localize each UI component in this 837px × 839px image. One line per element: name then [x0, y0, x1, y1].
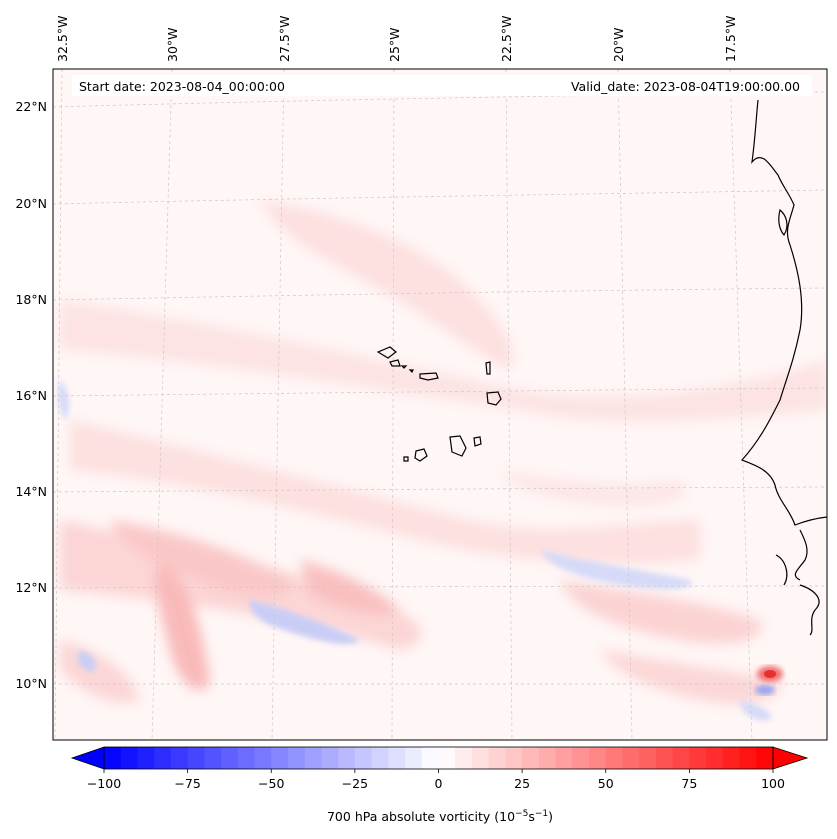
colorbar-step — [639, 747, 657, 769]
lat-label-12n: 12°N — [15, 580, 47, 595]
colorbar-step — [655, 747, 674, 769]
colorbar-step — [271, 747, 289, 769]
colorbar-step — [421, 747, 440, 769]
colorbar-step — [605, 747, 624, 769]
colorbar-step — [722, 747, 741, 769]
map-frame — [52, 68, 828, 741]
colorbar-tick-label: 25 — [514, 776, 530, 791]
colorbar-step — [187, 747, 205, 769]
colorbar-step — [438, 747, 456, 769]
lon-label-20w: 20°W — [611, 27, 626, 62]
colorbar-title: 700 hPa absolute vorticity (10−5s−1) — [327, 809, 553, 824]
colorbar-tick-label: −75 — [174, 776, 200, 791]
colorbar-tick-label: −50 — [258, 776, 284, 791]
colorbar-step — [254, 747, 272, 769]
colorbar-title-exp1: −5 — [515, 809, 528, 819]
colorbar-title-exp2: −1 — [535, 809, 548, 819]
lat-label-16n: 16°N — [15, 388, 47, 403]
colorbar-tick-label: −100 — [87, 776, 121, 791]
colorbar-tick-label: 0 — [435, 776, 443, 791]
colorbar-step — [371, 747, 389, 769]
colorbar-step — [488, 747, 506, 769]
colorbar-title-unit: s — [528, 809, 535, 824]
lon-label-27-5w: 27.5°W — [277, 16, 292, 62]
colorbar-title-main: 700 hPa absolute vorticity (10 — [327, 809, 515, 824]
colorbar-step — [622, 747, 640, 769]
colorbar-step — [321, 747, 339, 769]
colorbar-tick-label: 75 — [681, 776, 697, 791]
colorbar-step — [137, 747, 155, 769]
colorbar-tick-label: 100 — [761, 776, 785, 791]
colorbar-low-extend-arrow — [70, 746, 105, 770]
lat-label-18n: 18°N — [15, 292, 47, 307]
colorbar-step — [756, 747, 774, 769]
colorbar-step — [538, 747, 557, 769]
colorbar-step — [104, 747, 122, 769]
colorbar-step — [672, 747, 690, 769]
colorbar-step — [154, 747, 172, 769]
colorbar-step — [522, 747, 540, 769]
colorbar-step — [455, 747, 473, 769]
colorbar-ticks: −100 −75 −50 −25 0 25 50 75 100 — [87, 769, 785, 791]
colorbar-step — [304, 747, 323, 769]
colorbar-step — [204, 747, 222, 769]
longitude-labels: 32.5°W 30°W 27.5°W 25°W 22.5°W 20°W 17.5… — [55, 16, 738, 62]
colorbar-step — [338, 747, 356, 769]
colorbar-step — [689, 747, 707, 769]
colorbar-step — [471, 747, 490, 769]
start-date-label: Start date: 2023-08-04_00:00:00 — [79, 79, 285, 94]
lat-label-22n: 22°N — [15, 99, 47, 114]
lat-label-10n: 10°N — [15, 676, 47, 691]
gridlines — [53, 69, 827, 740]
map-panel: Start date: 2023-08-04_00:00:00 Valid_da… — [52, 68, 828, 741]
cape-verde-islands — [376, 346, 502, 462]
valid-date-label: Valid_date: 2023-08-04T19:00:00.00 — [571, 79, 800, 94]
colorbar-step — [388, 747, 406, 769]
colorbar-step — [572, 747, 590, 769]
colorbar-step — [405, 747, 423, 769]
colorbar-high-extend-arrow — [772, 746, 809, 770]
lon-label-32-5w: 32.5°W — [55, 16, 70, 62]
colorbar-step — [739, 747, 757, 769]
colorbar: −100 −75 −50 −25 0 25 50 75 100 700 hPa absolute… — [70, 746, 809, 824]
lat-label-20n: 20°N — [15, 196, 47, 211]
latitude-labels: 22°N 20°N 18°N 16°N 14°N 12°N 10°N — [15, 99, 47, 691]
colorbar-step — [221, 747, 239, 769]
lon-label-30w: 30°W — [165, 27, 180, 62]
colorbar-step — [589, 747, 607, 769]
vorticity-field — [53, 69, 827, 740]
colorbar-title-close: ) — [548, 809, 553, 824]
colorbar-tick-label: −25 — [342, 776, 368, 791]
colorbar-step — [120, 747, 139, 769]
colorbar-tick-label: 50 — [598, 776, 614, 791]
colorbar-step — [287, 747, 306, 769]
lon-label-22-5w: 22.5°W — [499, 16, 514, 62]
colorbar-step — [170, 747, 189, 769]
colorbar-step — [354, 747, 373, 769]
lat-label-14n: 14°N — [15, 484, 47, 499]
date-strip — [72, 75, 812, 96]
colorbar-step — [505, 747, 523, 769]
colorbar-steps — [104, 747, 774, 769]
colorbar-step — [237, 747, 256, 769]
colorbar-step — [555, 747, 573, 769]
lon-label-17-5w: 17.5°W — [723, 16, 738, 62]
colorbar-step — [706, 747, 724, 769]
coastline — [740, 99, 827, 636]
lon-label-25w: 25°W — [387, 27, 402, 62]
